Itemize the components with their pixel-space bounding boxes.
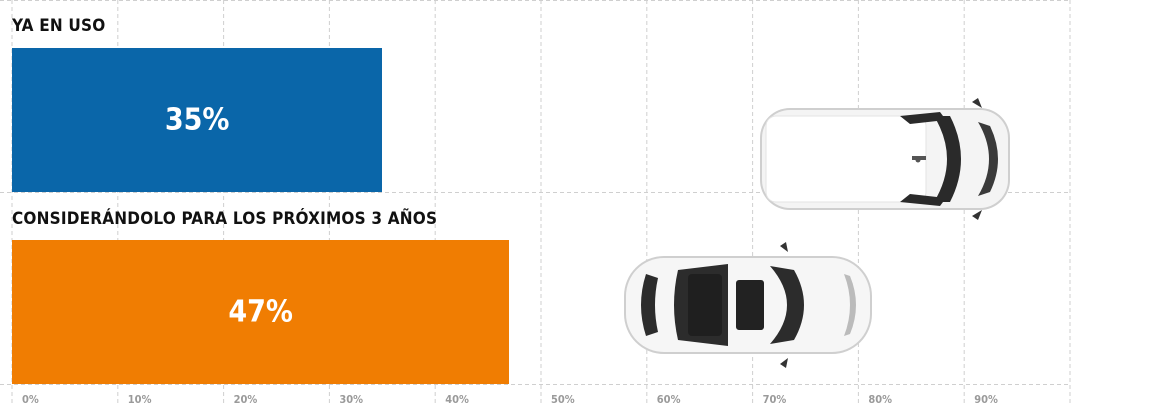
series-label-considerandolo: CONSIDERÁNDOLO PARA LOS PRÓXIMOS 3 AÑOS: [12, 209, 438, 229]
car-icon: [624, 242, 872, 368]
bar-ya-en-uso: [12, 48, 383, 192]
x-tick-label: 80%: [868, 393, 893, 406]
x-tick-label: 90%: [974, 393, 998, 406]
bar-value-considerandolo: 47%: [228, 294, 293, 330]
x-tick-label: 70%: [762, 393, 787, 406]
x-tick-label: 20%: [233, 393, 258, 406]
series-label-ya-en-uso: YA EN USO: [12, 16, 106, 36]
car-icon: [760, 98, 1010, 220]
x-tick-label: 50%: [551, 393, 575, 406]
x-tick-label: 30%: [339, 393, 364, 406]
x-tick-label: 40%: [445, 393, 469, 406]
bar-considerandolo: [12, 240, 510, 384]
bar-value-ya-en-uso: 35%: [164, 102, 230, 138]
x-tick-label: 60%: [656, 393, 681, 406]
x-tick-label: 0%: [22, 393, 39, 406]
x-tick-label: 10%: [127, 393, 152, 406]
